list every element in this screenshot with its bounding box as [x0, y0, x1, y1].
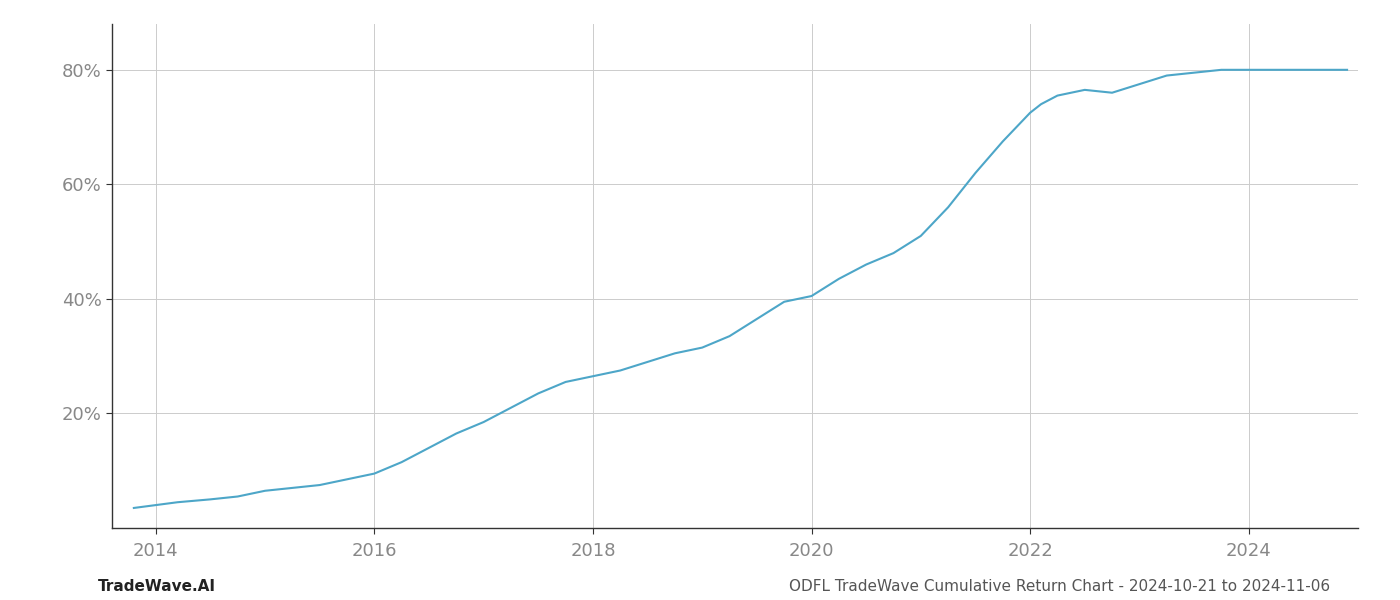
Text: TradeWave.AI: TradeWave.AI — [98, 579, 216, 594]
Text: ODFL TradeWave Cumulative Return Chart - 2024-10-21 to 2024-11-06: ODFL TradeWave Cumulative Return Chart -… — [788, 579, 1330, 594]
